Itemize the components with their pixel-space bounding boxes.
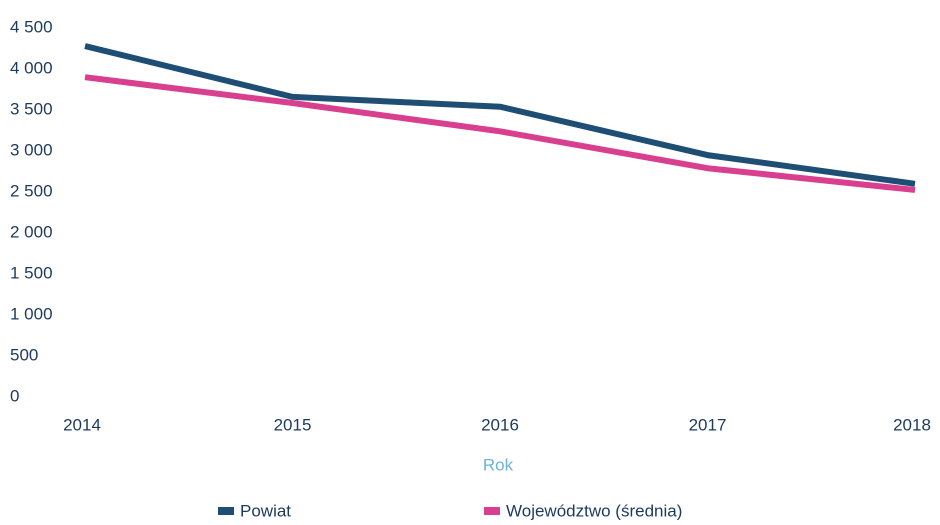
- x-tick-label: 2014: [63, 415, 101, 434]
- x-tick-label: 2018: [893, 415, 931, 434]
- series-line: [84, 74, 916, 193]
- y-tick-label: 500: [10, 345, 38, 364]
- legend-swatch: [484, 507, 500, 515]
- y-tick-label: 1 000: [10, 304, 53, 323]
- legend-label: Województwo (średnia): [506, 501, 682, 520]
- y-tick-label: 3 000: [10, 140, 53, 159]
- legend-swatch: [218, 507, 234, 515]
- x-tick-label: 2017: [689, 415, 727, 434]
- y-tick-label: 4 500: [10, 17, 53, 36]
- x-tick-label: 2016: [481, 415, 519, 434]
- series-line: [84, 43, 916, 187]
- x-axis-label: Rok: [483, 455, 514, 474]
- y-tick-label: 2 500: [10, 181, 53, 200]
- y-tick-label: 2 000: [10, 222, 53, 241]
- y-tick-label: 1 500: [10, 263, 53, 282]
- y-tick-label: 3 500: [10, 99, 53, 118]
- y-tick-label: 0: [10, 386, 19, 405]
- legend-label: Powiat: [240, 501, 291, 520]
- x-tick-label: 2015: [274, 415, 312, 434]
- y-tick-label: 4 000: [10, 58, 53, 77]
